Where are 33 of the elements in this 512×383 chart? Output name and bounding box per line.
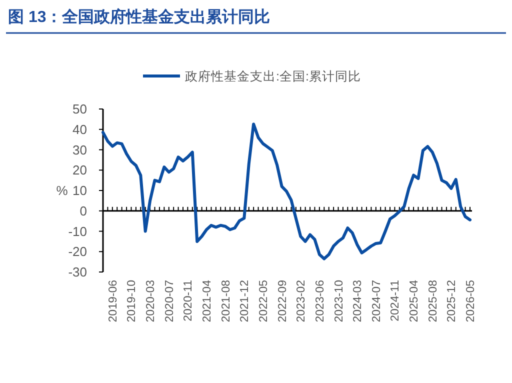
y-tick-label: -30: [68, 264, 87, 280]
y-tick-label: 50: [72, 102, 87, 116]
y-tick-label: 20: [72, 162, 87, 178]
y-tick-label: 40: [72, 122, 87, 137]
x-tick-label: 2022-09: [276, 280, 289, 322]
x-tick-label: 2021-08: [220, 280, 232, 322]
x-tick-label: 2024-07: [370, 280, 383, 322]
y-tick-label: -20: [68, 244, 87, 260]
y-axis-title: %: [56, 183, 68, 198]
legend-label: 政府性基金支出:全国:累计同比: [185, 68, 361, 84]
x-tick-label: 2021-12: [239, 280, 252, 322]
x-tick-label: 2025-04: [408, 279, 421, 322]
y-tick-label: 0: [80, 203, 87, 218]
line-series: [102, 122, 472, 260]
x-tick-label: 2026-05: [465, 280, 477, 322]
x-tick-label: 2019-06: [107, 280, 120, 322]
y-tick-label: -10: [68, 224, 87, 239]
x-tick-label: 2022-05: [258, 280, 270, 322]
x-tick-label: 2020-07: [164, 280, 176, 322]
y-tick-label: 30: [72, 142, 87, 158]
x-tick-label: 2023-02: [296, 280, 308, 322]
x-tick-label: 2020-03: [145, 280, 158, 322]
x-tick-label: 2024-03: [352, 280, 364, 322]
x-tick-label: 2023-10: [333, 280, 346, 322]
y-tick-label: 10: [72, 183, 87, 198]
chart-title: 图 13：全国政府性基金支出累计同比: [8, 7, 270, 26]
x-tick-label: 2023-06: [314, 280, 326, 322]
x-tick-label: 2020-11: [182, 280, 195, 322]
x-tick-label: 2019-10: [126, 280, 138, 322]
x-tick-label: 2025-12: [446, 280, 458, 322]
x-tick-label: 2025-08: [427, 280, 440, 322]
x-tick-label: 2021-04: [202, 279, 214, 322]
x-tick-label: 2024-11: [390, 280, 402, 322]
